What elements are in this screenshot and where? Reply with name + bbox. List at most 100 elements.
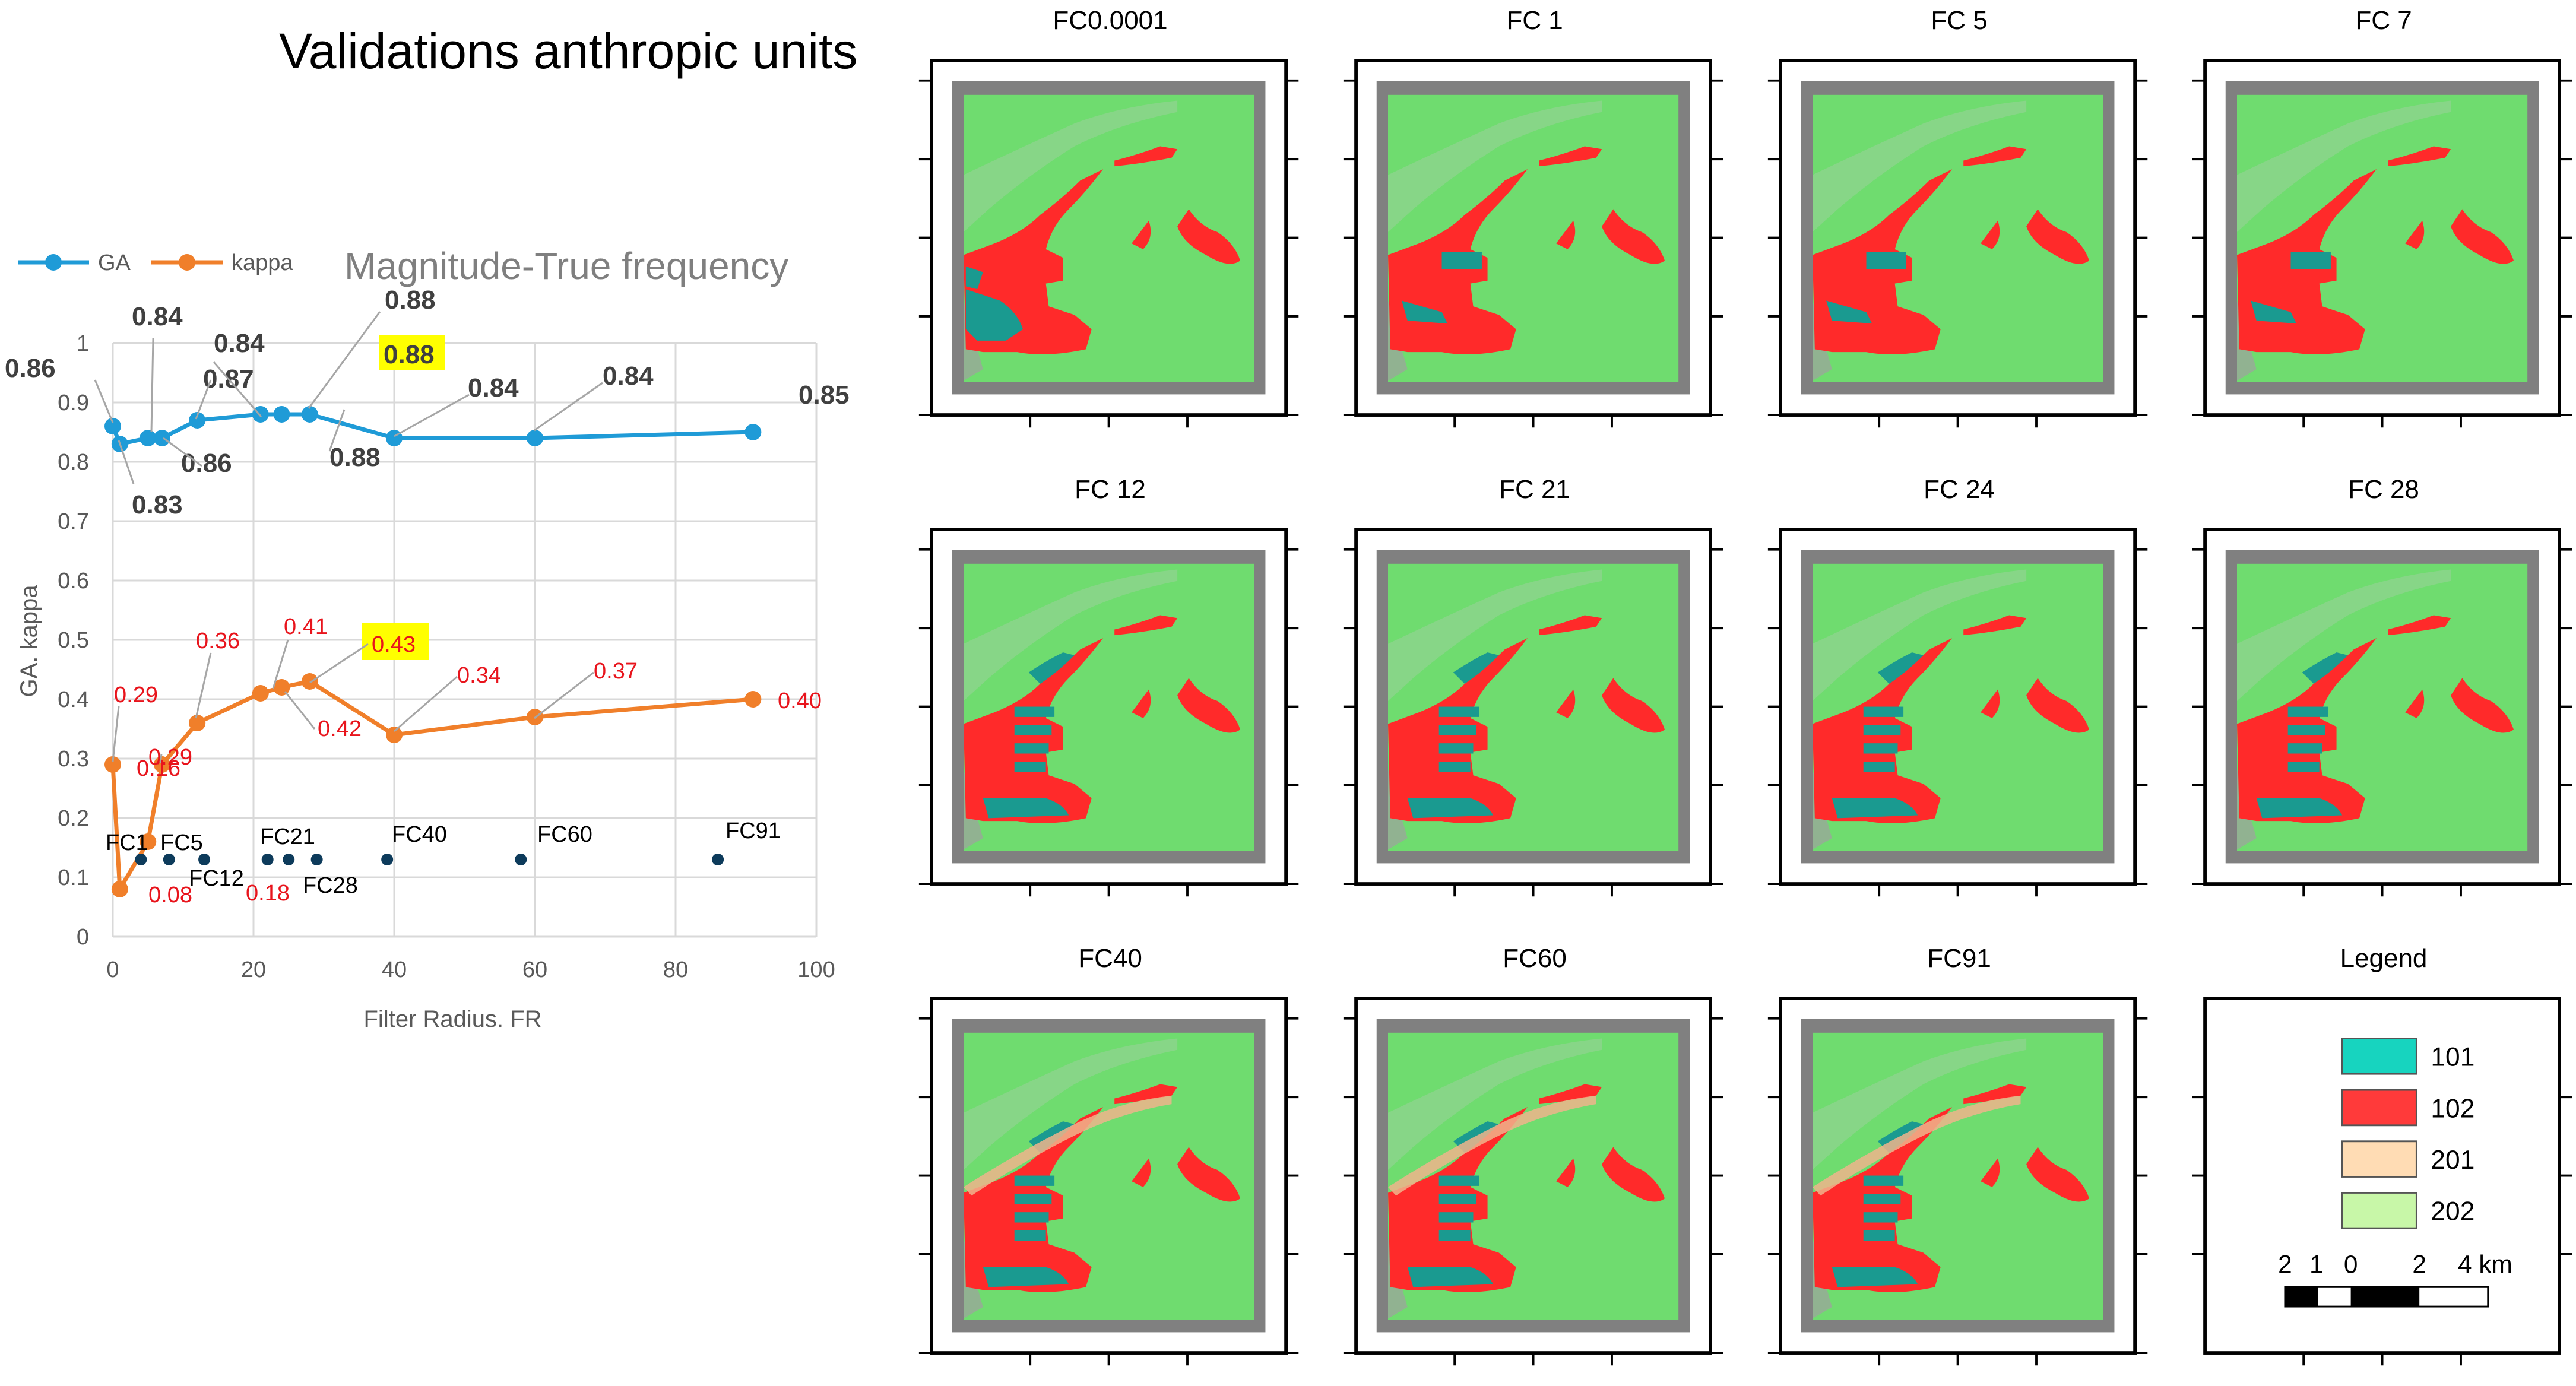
- map-urban-red: [1602, 209, 1665, 264]
- map-port-teal: [1826, 300, 1872, 323]
- map-figure: [918, 528, 1299, 897]
- map-title: FC 1: [1506, 6, 1563, 35]
- map-figure: [1343, 59, 1723, 428]
- kappa-data-label: 0.41: [284, 614, 328, 639]
- x-tick-label: 0: [106, 957, 119, 982]
- ga-data-label: 0.84: [214, 329, 265, 358]
- data-point-ga: [744, 424, 762, 440]
- kappa-leader-line: [394, 675, 458, 732]
- map-urban-red: [1539, 146, 1602, 167]
- map-port-teal: [1863, 1230, 1895, 1241]
- map-urban-red: [2388, 615, 2451, 636]
- fc-label: FC12: [189, 866, 244, 891]
- map-port-teal: [1438, 706, 1479, 717]
- data-point-ga: [527, 430, 543, 446]
- legend-label-ga: GA: [98, 250, 131, 275]
- ga-leader-line: [163, 437, 202, 467]
- scale-bar-tick: 1: [2309, 1250, 2324, 1278]
- map-port-teal: [965, 266, 983, 290]
- y-tick-label: 0.9: [58, 391, 89, 416]
- map-urban-red: [1981, 220, 2000, 249]
- map-urban-red: [1132, 220, 1151, 249]
- ga-leader-line: [150, 338, 154, 433]
- ga-data-label: 0.85: [799, 380, 850, 410]
- map-urban-red: [2026, 678, 2090, 733]
- map-port-teal: [965, 289, 1024, 341]
- map-panel: FC 24: [1766, 475, 2152, 908]
- map-panel: FC 7: [2191, 6, 2576, 439]
- map-port-teal: [1863, 1194, 1901, 1204]
- fc-label: FC28: [303, 873, 358, 898]
- map-urban-red: [1114, 1084, 1178, 1105]
- map-figure: [1343, 528, 1723, 897]
- kappa-data-label: 0.36: [196, 629, 240, 654]
- data-point-kappa: [189, 715, 206, 731]
- y-tick-label: 0.7: [58, 509, 89, 534]
- ga-data-label: 0.88: [385, 286, 436, 315]
- ga-data-label: 0.86: [181, 449, 232, 478]
- ga-leader-line: [394, 394, 470, 437]
- map-figure: [2192, 528, 2572, 897]
- map-port-teal: [1438, 743, 1474, 754]
- map-urban-red: [1602, 678, 1665, 733]
- map-hillshade: [1813, 569, 2027, 701]
- map-urban-red: [1963, 146, 2027, 167]
- data-point-kappa: [386, 727, 403, 743]
- x-tick-label: 60: [522, 957, 547, 982]
- ga-data-label: 0.86: [5, 354, 56, 383]
- map-urban-red: [1114, 615, 1178, 636]
- map-panel: FC40: [917, 944, 1303, 1377]
- kappa-leader-line: [272, 639, 289, 689]
- map-port-teal: [1453, 652, 1499, 684]
- map-panel: FC91: [1766, 944, 2152, 1377]
- legend-swatch: [2341, 1038, 2417, 1075]
- map-port-teal: [1014, 743, 1049, 754]
- x-tick-label: 40: [382, 957, 407, 982]
- map-urban-red: [2405, 220, 2425, 249]
- x-tick-label: 20: [241, 957, 266, 982]
- data-point-kappa: [301, 673, 318, 690]
- kappa-leader-line: [112, 706, 120, 762]
- ga-leader-line: [118, 440, 135, 484]
- map-peach-zone: [1813, 1095, 2021, 1196]
- data-point-kappa: [744, 691, 762, 708]
- data-point-kappa: [153, 756, 170, 773]
- map-panel: FC 12: [917, 475, 1303, 908]
- map-port-teal: [1438, 762, 1471, 772]
- map-port-teal: [1863, 1175, 1904, 1186]
- map-content: [2203, 528, 2561, 886]
- x-tick-label: 100: [797, 957, 835, 982]
- ga-data-label: 0.83: [132, 490, 183, 519]
- ga-leader-line: [94, 379, 114, 423]
- map-port-teal: [1402, 300, 1448, 323]
- map-urban-red: [1114, 146, 1178, 167]
- map-urban-red: [2026, 209, 2090, 264]
- map-port-teal: [1438, 1194, 1476, 1204]
- data-point-ga: [273, 406, 290, 423]
- scale-bar-tick: 2: [2278, 1250, 2292, 1278]
- map-port-teal: [2287, 762, 2320, 772]
- legend-marker-ga: [45, 254, 62, 271]
- legend-item-label: 102: [2431, 1094, 2474, 1123]
- legend-swatch: [2341, 1140, 2417, 1178]
- x-tick-label: 80: [663, 957, 688, 982]
- fc-point: [381, 854, 394, 865]
- x-axis-title: Filter Radius. FR: [364, 1006, 542, 1032]
- fc-point: [310, 854, 323, 865]
- map-urban-red: [2451, 209, 2514, 264]
- y-tick-label: 0.5: [58, 628, 89, 653]
- y-tick-label: 0.8: [58, 450, 89, 475]
- data-point-ga: [140, 430, 157, 446]
- fc-point: [283, 854, 295, 865]
- kappa-leader-line: [159, 753, 163, 763]
- kappa-data-label: 0.40: [778, 689, 822, 713]
- map-port-teal: [1014, 1194, 1052, 1204]
- figure-title: Validations anthropic units: [279, 23, 858, 79]
- ga-leader-line: [308, 311, 381, 409]
- series-line-ga: [110, 412, 753, 447]
- map-title: FC 12: [1075, 475, 1146, 504]
- y-tick-label: 0.4: [58, 687, 89, 712]
- map-title: FC40: [1078, 944, 1142, 973]
- map-figure: [1767, 528, 2148, 897]
- map-urban-red: [2405, 689, 2425, 718]
